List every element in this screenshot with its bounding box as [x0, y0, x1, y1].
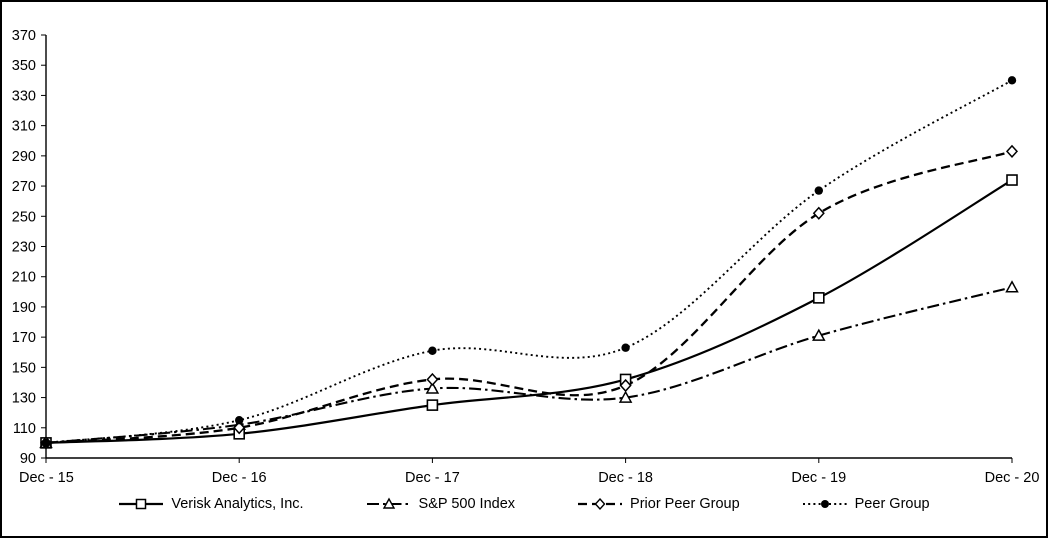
y-tick-label: 150 [12, 360, 36, 376]
filled-circle-legend-swatch [802, 500, 847, 508]
open-triangle-legend-swatch [366, 497, 411, 509]
y-tick-label: 110 [13, 421, 36, 437]
series-line-verisk-analytics-inc- [45, 179, 1013, 444]
series-line-prior-peer-group [45, 150, 1013, 445]
legend-item-prior-peer-group: Prior Peer Group [577, 496, 740, 512]
x-tick-label: Dec - 18 [598, 470, 653, 486]
marker-square [812, 292, 825, 304]
y-tick-label: 230 [12, 240, 36, 256]
marker-diamond [426, 372, 439, 387]
y-tick-label: 310 [12, 119, 36, 135]
performance-line-chart: 370 350 330 310 290 270 250 230 210 190 170 150 130 1… [12, 28, 1040, 486]
open-square-icon [136, 498, 147, 510]
y-tick-label: 350 [12, 58, 36, 74]
legend-label: Peer Group [854, 496, 930, 512]
x-tick-label: Dec - 17 [405, 470, 460, 486]
x-tick-label: Dec - 19 [791, 470, 846, 486]
open-diamond-legend-swatch [578, 497, 623, 511]
marker-diamond [619, 378, 632, 393]
marker-diamond [1005, 144, 1019, 158]
y-tick-label: 250 [12, 209, 36, 225]
open-triangle-icon [382, 497, 395, 509]
marker-circle [235, 416, 244, 425]
open-square-legend-swatch [119, 498, 164, 510]
legend-label: Verisk Analytics, Inc. [171, 496, 304, 512]
chart-legend: Verisk Analytics, Inc. S&P 500 Index Prior… [2, 496, 1046, 512]
x-tick-label: Dec - 15 [19, 470, 74, 486]
marker-square [1006, 174, 1018, 186]
y-tick-label: 170 [12, 330, 36, 346]
filled-circle-icon [820, 500, 829, 508]
y-tick-label: 210 [12, 270, 36, 286]
marker-triangle [425, 381, 440, 394]
open-diamond-icon [594, 497, 606, 511]
legend-label: S&P 500 Index [418, 496, 516, 512]
marker-square [426, 399, 439, 411]
marker-circle [1007, 76, 1017, 85]
marker-circle [428, 346, 437, 355]
y-tick-label: 270 [12, 179, 36, 195]
legend-item-peer-group: Peer Group [802, 496, 930, 512]
y-tick-label: 330 [12, 88, 36, 104]
legend-item-verisk-analytics-inc-: Verisk Analytics, Inc. [118, 496, 304, 512]
marker-triangle [812, 328, 826, 341]
y-tick-label: 130 [12, 391, 36, 407]
marker-circle [621, 343, 630, 352]
y-tick-label: 190 [12, 300, 36, 316]
y-tick-label: 290 [12, 149, 36, 165]
marker-diamond [233, 421, 246, 435]
marker-triangle [618, 390, 633, 403]
series-line-peer-group [45, 79, 1013, 444]
x-tick-label: Dec - 16 [212, 470, 267, 486]
marker-diamond [812, 206, 825, 220]
x-tick-label: Dec - 20 [985, 470, 1040, 486]
y-tick-label: 370 [12, 28, 36, 44]
series-line-s-p-500-index [45, 286, 1013, 444]
y-tick-label: 90 [20, 451, 36, 467]
marker-triangle [1005, 280, 1019, 293]
legend-item-s-p-500-index: S&P 500 Index [366, 496, 515, 512]
legend-label: Prior Peer Group [630, 496, 740, 512]
marker-circle [814, 186, 823, 195]
marker-circle [41, 438, 51, 448]
